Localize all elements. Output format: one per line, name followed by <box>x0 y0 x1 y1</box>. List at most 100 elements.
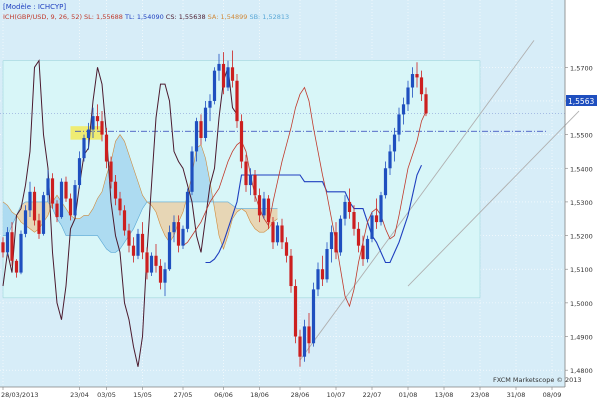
candle-body <box>55 203 59 218</box>
candle <box>185 188 190 233</box>
candle <box>212 67 217 105</box>
candle <box>383 161 388 199</box>
candle <box>203 100 208 142</box>
candle-body <box>64 181 68 199</box>
cloud-segment <box>66 208 71 236</box>
candle <box>19 230 23 275</box>
candle <box>172 215 176 243</box>
candle-body <box>370 215 374 239</box>
candle-body <box>23 210 28 234</box>
candle-body <box>253 174 257 196</box>
candle-body <box>19 233 23 273</box>
candle <box>91 107 95 138</box>
candle-body <box>262 198 266 216</box>
cloud-segment <box>84 215 89 236</box>
price-tick-label: 1,4900 <box>570 334 593 342</box>
candle-body <box>284 242 289 256</box>
senkou-b-line <box>3 201 278 253</box>
candle <box>253 169 257 202</box>
senkou-a-line <box>2 134 278 250</box>
trend-channel <box>299 40 580 361</box>
candle-body <box>95 116 100 122</box>
candle <box>356 222 361 253</box>
candle <box>194 117 199 162</box>
date-tick-label: 18/06 <box>250 391 269 399</box>
price-tick-label: 1,5500 <box>570 132 593 140</box>
candle-body <box>415 74 419 78</box>
channel-lower-line <box>407 110 580 287</box>
candle-body <box>104 134 109 162</box>
candle-body <box>293 286 298 337</box>
cloud-segment <box>115 134 120 253</box>
indicator-legend-item: ICH(GBP/USD, 9, 26, 52) <box>3 13 82 21</box>
level-lines <box>0 113 565 132</box>
candle <box>46 169 50 202</box>
cloud-segment <box>88 208 93 236</box>
price-tick-label: 1,5200 <box>570 233 593 241</box>
price-tag-text: 1,5563 <box>568 97 594 106</box>
candle-body <box>91 116 95 130</box>
candle <box>208 94 212 122</box>
candle-body <box>82 137 86 159</box>
candle <box>154 243 158 273</box>
candle-body <box>266 198 271 223</box>
candle-body <box>388 151 392 169</box>
candle <box>410 67 415 98</box>
candle-body <box>410 74 415 88</box>
candle-body <box>59 181 64 218</box>
highlight-area <box>2 60 481 299</box>
cloud-segment <box>93 198 98 236</box>
date-tick-label: 10/07 <box>327 391 346 399</box>
candle-body <box>424 94 428 114</box>
candle <box>10 222 14 266</box>
candle <box>28 181 32 218</box>
price-tick-label: 1,5300 <box>570 199 593 207</box>
cloud-segment <box>3 201 8 236</box>
date-tick-label: 13/08 <box>435 391 454 399</box>
candle-body <box>325 249 329 280</box>
candle <box>307 312 311 354</box>
candle-body <box>1 242 5 253</box>
candle-body <box>100 121 104 135</box>
candle <box>32 186 37 226</box>
candle-body <box>221 63 226 88</box>
date-tick-label: 01/08 <box>399 391 418 399</box>
candle-body <box>356 228 361 246</box>
candle <box>77 151 82 189</box>
candle-body <box>86 129 91 138</box>
candle <box>347 188 352 219</box>
candle-body <box>392 134 397 152</box>
candle <box>14 259 19 278</box>
candle <box>55 200 59 223</box>
candle <box>226 60 230 91</box>
candle-body <box>275 225 280 243</box>
candle-body <box>235 80 239 122</box>
price-tick-label: 1,5000 <box>570 300 593 308</box>
cloud-segment <box>142 195 147 209</box>
cloud-segment <box>133 168 138 229</box>
candle <box>311 282 316 347</box>
candle-body <box>167 232 172 270</box>
candle-body <box>406 87 410 105</box>
candle-body <box>311 289 316 344</box>
candle <box>415 62 419 88</box>
indicator-legend-item: TL: 1,54090 <box>123 13 164 21</box>
candle <box>325 242 329 283</box>
candle <box>329 225 334 263</box>
candle <box>361 235 365 266</box>
candle-body <box>190 151 194 192</box>
candle <box>374 198 379 229</box>
candle <box>163 262 167 297</box>
candle <box>338 215 343 256</box>
price-axis: 1,57001,56001,55001,54001,53001,52001,51… <box>564 0 593 387</box>
date-tick-label: 23/08 <box>471 391 490 399</box>
candle <box>118 191 122 216</box>
candle <box>5 227 10 256</box>
indicator-legend: ICH(GBP/USD, 9, 26, 52) SL: 1,55688 TL: … <box>3 13 289 21</box>
candle-body <box>217 63 221 71</box>
candle <box>100 111 104 142</box>
candle <box>239 114 244 169</box>
cloud-segment <box>219 201 224 250</box>
candle <box>190 146 194 196</box>
cloud-segment <box>178 201 183 223</box>
